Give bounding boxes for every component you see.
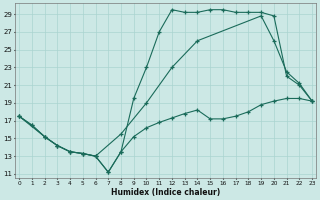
X-axis label: Humidex (Indice chaleur): Humidex (Indice chaleur) [111,188,220,197]
